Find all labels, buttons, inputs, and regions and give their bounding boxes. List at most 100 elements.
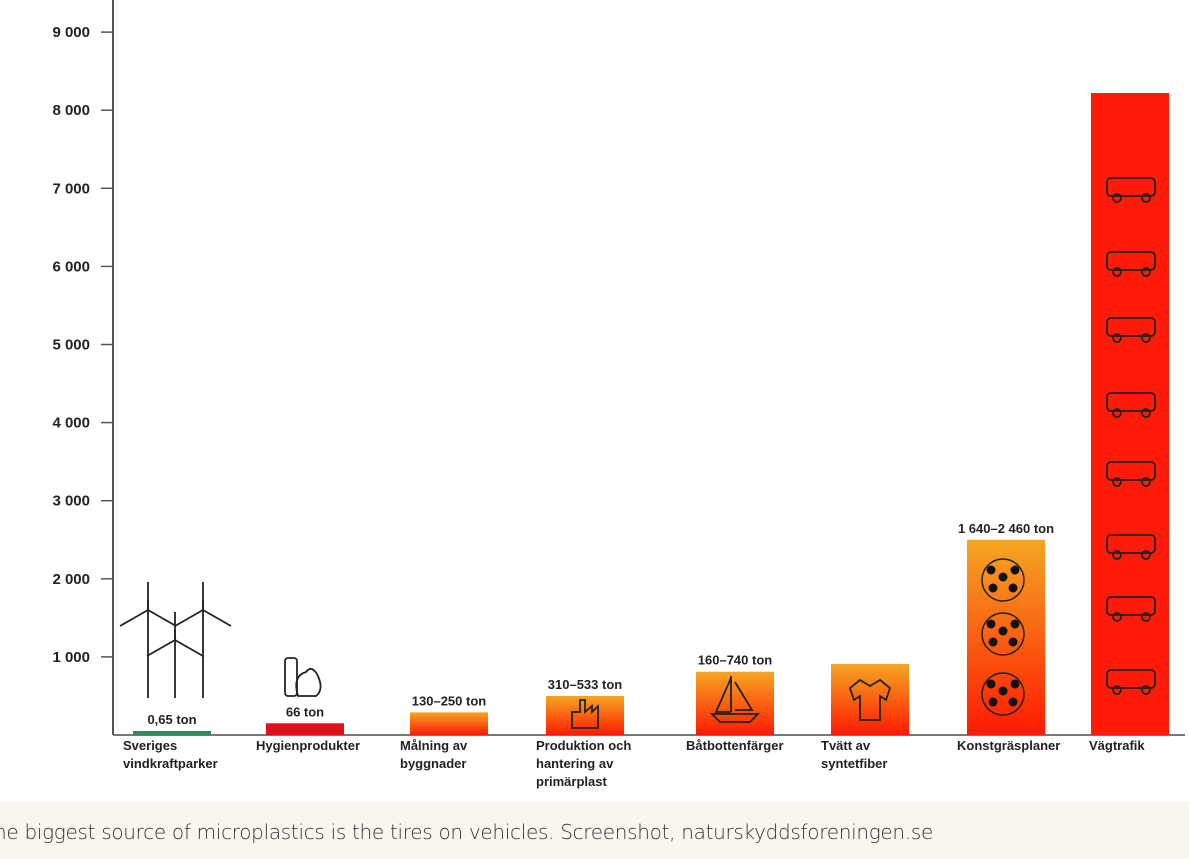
body xyxy=(1106,251,1156,271)
category-label: byggnader xyxy=(400,756,466,771)
wheel xyxy=(1141,408,1151,418)
body xyxy=(1106,596,1156,616)
wheel xyxy=(1141,612,1151,622)
wheel xyxy=(1112,333,1122,343)
bar xyxy=(967,539,1045,735)
wheel xyxy=(1112,612,1122,622)
bar xyxy=(1091,93,1169,735)
body xyxy=(1106,534,1156,554)
vehicle-icon xyxy=(1106,461,1156,487)
wind-turbine-icon xyxy=(174,582,232,698)
data-label: 160–740 ton xyxy=(698,653,772,668)
category-label: Tvätt av xyxy=(821,738,871,753)
body xyxy=(1106,461,1156,481)
vehicle-icon xyxy=(1106,534,1156,560)
category-label: primärplast xyxy=(536,774,607,789)
polo-shirt-icon xyxy=(848,678,892,721)
image-caption: he biggest source of microplastics is th… xyxy=(0,802,1189,859)
wheel xyxy=(1112,477,1122,487)
bar xyxy=(831,663,909,735)
wind-turbine-icon xyxy=(146,612,204,698)
bar-chart: 1 000 2 000 3 000 4 000 5 000 6 000 7 000 8 000… xyxy=(52,0,1185,789)
bar xyxy=(410,712,488,735)
data-label: 1 640–2 460 ton xyxy=(958,521,1054,536)
ball xyxy=(981,558,1025,602)
wheel xyxy=(1112,685,1122,695)
vehicle-icon xyxy=(1106,392,1156,418)
vehicle-icon xyxy=(1106,596,1156,622)
patch xyxy=(986,565,996,575)
y-tick-label: 4 000 xyxy=(52,415,90,432)
body xyxy=(1106,669,1156,689)
wind-turbine-icon xyxy=(119,582,177,698)
patch xyxy=(1008,583,1018,593)
wheel xyxy=(1112,193,1122,203)
category-label: vindkraftparker xyxy=(123,756,218,771)
y-tick-label: 8 000 xyxy=(52,102,90,119)
category-label: hantering av xyxy=(536,756,614,771)
factory xyxy=(571,699,599,729)
vehicle-icon xyxy=(1106,669,1156,695)
blade xyxy=(174,639,204,657)
vehicle-icon xyxy=(1106,177,1156,203)
category-label: Sveriges xyxy=(123,738,177,753)
bar xyxy=(133,731,211,735)
bars: 0,65 ton Sveriges vindkraftparker 66 ton Hyg… xyxy=(123,93,1169,789)
factory-icon xyxy=(571,699,599,729)
blade xyxy=(119,609,149,627)
patch xyxy=(1008,637,1018,647)
blade xyxy=(146,639,176,657)
y-tick-label: 2 000 xyxy=(52,571,90,588)
category-label: Vägtrafik xyxy=(1089,738,1145,753)
category-label: syntetfiber xyxy=(821,756,887,771)
wheel xyxy=(1141,477,1151,487)
jar xyxy=(295,667,322,697)
blade xyxy=(202,609,232,627)
data-label: 310–533 ton xyxy=(548,677,622,692)
vehicle-icon xyxy=(1106,317,1156,343)
wheel xyxy=(1141,267,1151,277)
category-label: Produktion och xyxy=(536,738,631,753)
hygiene-products-icon xyxy=(284,657,322,697)
body xyxy=(1106,317,1156,337)
blade xyxy=(147,609,177,627)
y-tick-label: 9 000 xyxy=(52,24,90,41)
y-tick-label: 3 000 xyxy=(52,493,90,510)
y-tick-label: 1 000 xyxy=(52,649,90,666)
caption-text: he biggest source of microplastics is th… xyxy=(0,820,933,844)
shirt xyxy=(848,678,892,721)
patch xyxy=(998,572,1008,582)
blade xyxy=(174,609,204,627)
soccer-ball-icon xyxy=(981,612,1025,656)
vehicle-icon xyxy=(1106,251,1156,277)
patch xyxy=(1010,565,1020,575)
category-label: Hygienprodukter xyxy=(256,738,360,753)
tube xyxy=(284,657,298,697)
wheel xyxy=(1112,408,1122,418)
category-label: Båtbottenfärger xyxy=(686,738,784,753)
soccer-ball-icon xyxy=(981,672,1025,716)
wheel xyxy=(1112,550,1122,560)
icons xyxy=(119,177,1156,729)
patch xyxy=(998,626,1008,636)
data-label: 130–250 ton xyxy=(412,693,486,708)
wheel xyxy=(1141,333,1151,343)
wheel xyxy=(1141,550,1151,560)
patch xyxy=(986,619,996,629)
patch xyxy=(986,679,996,689)
patch xyxy=(988,583,998,593)
ball xyxy=(981,672,1025,716)
wheel xyxy=(1141,685,1151,695)
category-label: Konstgräsplaner xyxy=(957,738,1060,753)
data-label: 66 ton xyxy=(286,704,324,719)
y-tick-label: 5 000 xyxy=(52,337,90,354)
data-label: 0,65 ton xyxy=(147,712,196,727)
wheel xyxy=(1112,267,1122,277)
wheel xyxy=(1141,193,1151,203)
boat xyxy=(709,676,761,723)
category-label: Målning av xyxy=(400,738,468,753)
patch xyxy=(998,686,1008,696)
bar xyxy=(696,671,774,735)
patch xyxy=(988,697,998,707)
sailboat-icon xyxy=(709,676,761,723)
